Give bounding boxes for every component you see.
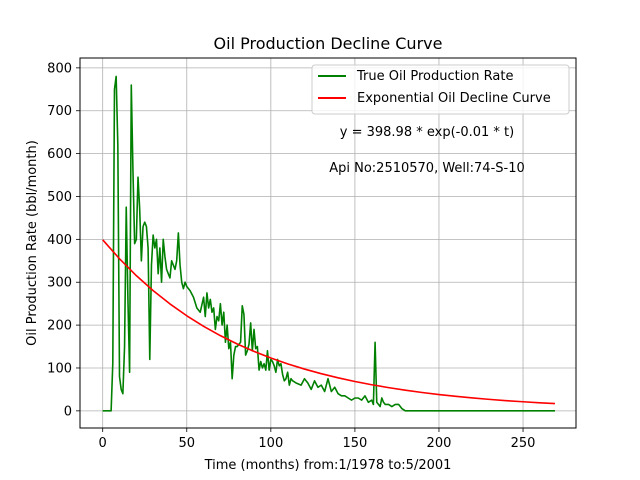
y-tick-label: 0 [64,404,72,419]
y-axis-label: Oil Production Rate (bbl/month) [25,140,40,346]
y-tick-label: 100 [47,361,72,376]
x-axis-label: Time (months) from:1/1978 to:5/2001 [204,458,452,473]
x-tick-label: 50 [178,436,195,451]
x-tick-label: 250 [511,436,536,451]
x-tick-label: 200 [427,436,452,451]
x-tick-label: 0 [99,436,107,451]
y-tick-label: 200 [47,319,72,334]
y-tick-label: 300 [47,276,72,291]
legend-label-true-oil-production-rate: True Oil Production Rate [356,69,513,84]
equation-annotation: y = 398.98 * exp(-0.01 * t) [340,125,514,140]
legend-label-exponential-oil-decline-curve: Exponential Oil Decline Curve [357,91,551,106]
y-tick-label: 600 [47,147,72,162]
series-layer [102,75,556,412]
x-tick-label: 100 [258,436,283,451]
y-axis: 0 100 200 300 400 500 600 700 800 [47,61,80,419]
legend-box [311,64,570,115]
plot-frame [79,57,577,429]
well-annotation: Api No:2510570, Well:74-S-10 [329,161,525,176]
legend: True Oil Production Rate Exponential Oil… [311,64,570,115]
series-line-true-oil-production-rate [102,75,555,412]
x-tick-label: 150 [342,436,367,451]
chart-title: Oil Production Decline Curve [214,34,443,53]
y-tick-label: 400 [47,233,72,248]
y-tick-label: 800 [47,61,72,76]
plot-area [102,75,556,412]
series-line-exponential-oil-decline-curve [102,239,556,405]
x-axis: 0 50 100 150 200 250 [99,428,536,451]
y-tick-label: 700 [47,104,72,119]
y-tick-label: 500 [47,190,72,205]
